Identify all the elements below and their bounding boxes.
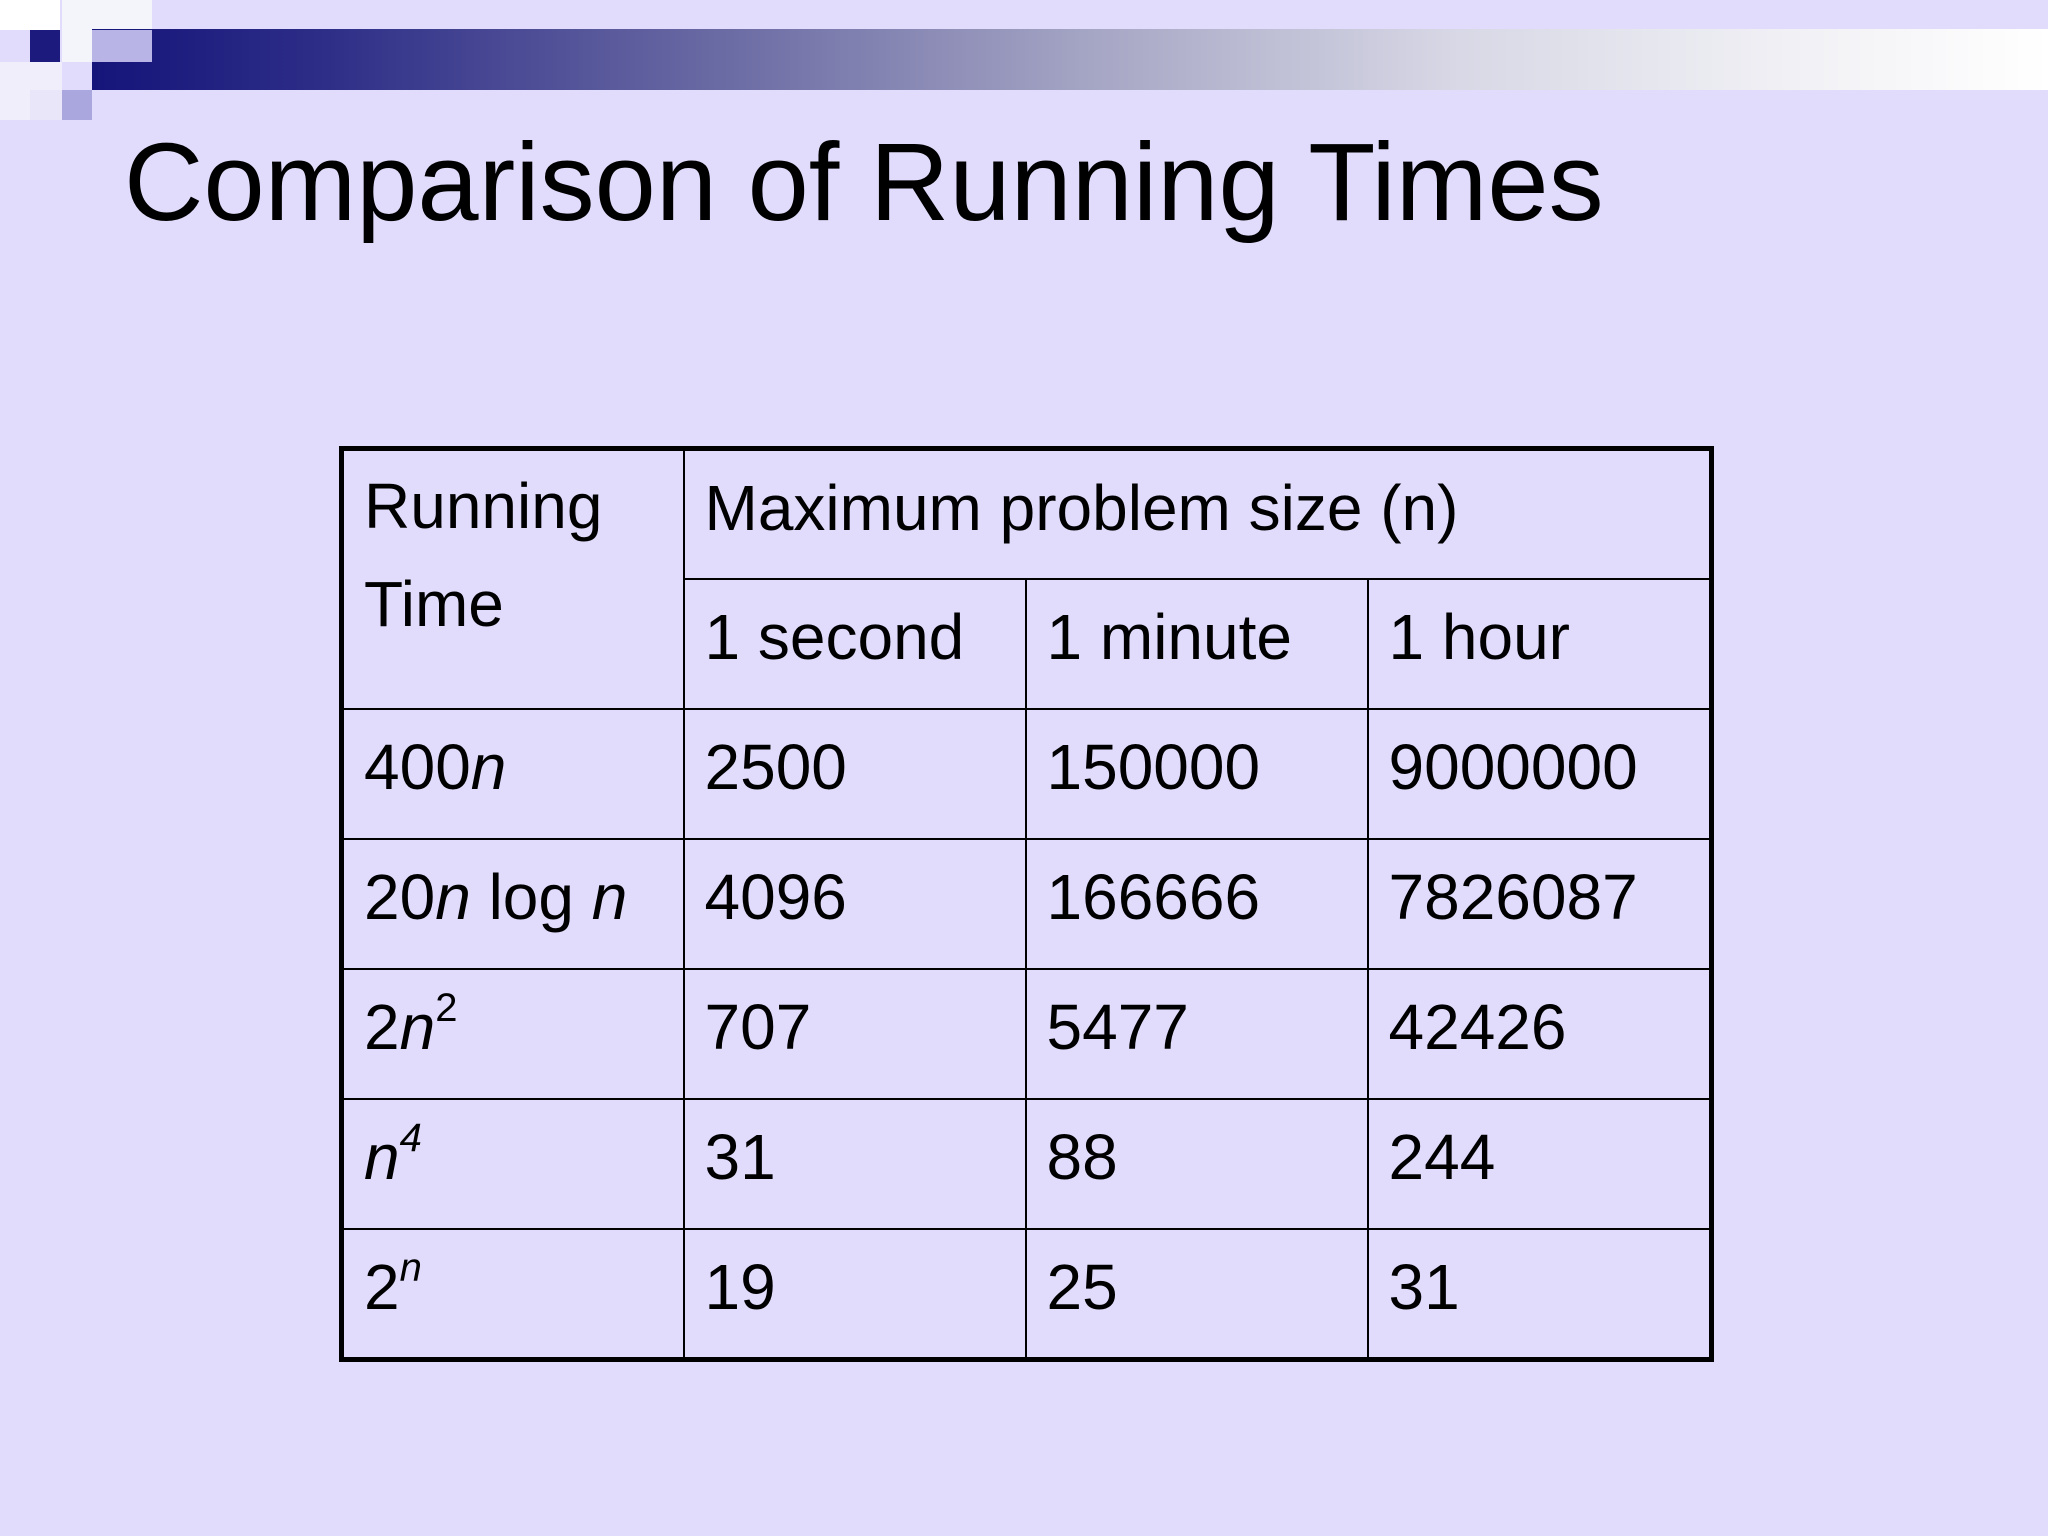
- table-cell: 166666: [1024, 837, 1369, 971]
- rt-coef: 400: [364, 730, 471, 803]
- column-header: 1 minute: [1024, 577, 1369, 710]
- header-line: Time: [364, 568, 504, 640]
- running-time-cell: 2n2: [340, 968, 685, 1101]
- header-gradient-bar: [92, 29, 2048, 90]
- table-cell: 2500: [682, 707, 1027, 840]
- decor-square: [30, 30, 60, 62]
- max-problem-size-header: Maximum problem size (n): [682, 447, 1713, 580]
- table-cell: 244: [1366, 1098, 1713, 1231]
- table-cell: 31: [682, 1098, 1027, 1231]
- running-time-header: Running Time: [340, 447, 685, 710]
- table-row: 20n log n 4096 166666 7826087: [340, 837, 1713, 971]
- decor-square: [92, 30, 152, 62]
- running-time-cell: n4: [340, 1098, 685, 1231]
- table-header-row: Running Time Maximum problem size (n): [340, 447, 1713, 710]
- table-row: n4 31 88 244: [340, 1098, 1713, 1231]
- rt-var: n: [399, 991, 436, 1064]
- running-time-cell: 20n log n: [340, 837, 685, 971]
- table-cell: 88: [1024, 1098, 1369, 1231]
- rt-log: log: [470, 860, 592, 933]
- table-row: 2n2 707 5477 42426: [340, 968, 1713, 1101]
- rt-exponent: 4: [399, 1115, 422, 1160]
- rt-var: n: [364, 1121, 400, 1194]
- running-time-cell: 2n: [340, 1228, 685, 1361]
- decor-square: [62, 90, 92, 120]
- table-cell: 25: [1024, 1228, 1369, 1361]
- rt-coef: 2: [364, 991, 400, 1064]
- table-row: 2n 19 25 31: [340, 1228, 1713, 1361]
- table-cell: 4096: [682, 837, 1027, 971]
- table-cell: 9000000: [1366, 707, 1713, 840]
- table-cell: 7826087: [1366, 837, 1713, 971]
- table-row: 400n 2500 150000 9000000: [340, 707, 1713, 840]
- rt-exponent: 2: [435, 985, 458, 1030]
- table-cell: 19: [682, 1228, 1027, 1361]
- column-header: 1 hour: [1366, 577, 1713, 710]
- table-cell: 707: [682, 968, 1027, 1101]
- rt-var: n: [591, 860, 628, 933]
- decor-square: [30, 90, 62, 120]
- header-line: Running: [364, 470, 603, 542]
- slide-title: Comparison of Running Times: [124, 121, 1604, 244]
- rt-var: n: [470, 730, 507, 803]
- running-time-cell: 400n: [340, 707, 685, 840]
- rt-coef: 2: [364, 1251, 400, 1324]
- running-times-table: Running Time Maximum problem size (n) 1 …: [339, 446, 1715, 1362]
- rt-coef: 20: [364, 860, 436, 933]
- table-cell: 42426: [1366, 968, 1713, 1101]
- rt-exponent: n: [399, 1246, 422, 1291]
- table-cell: 5477: [1024, 968, 1369, 1101]
- table-cell: 150000: [1024, 707, 1369, 840]
- column-header: 1 second: [682, 577, 1027, 710]
- table-subheader-row: 1 second 1 minute 1 hour: [342, 577, 1713, 710]
- decor-square: [0, 0, 60, 30]
- rt-var: n: [435, 860, 471, 933]
- table-cell: 31: [1366, 1228, 1713, 1361]
